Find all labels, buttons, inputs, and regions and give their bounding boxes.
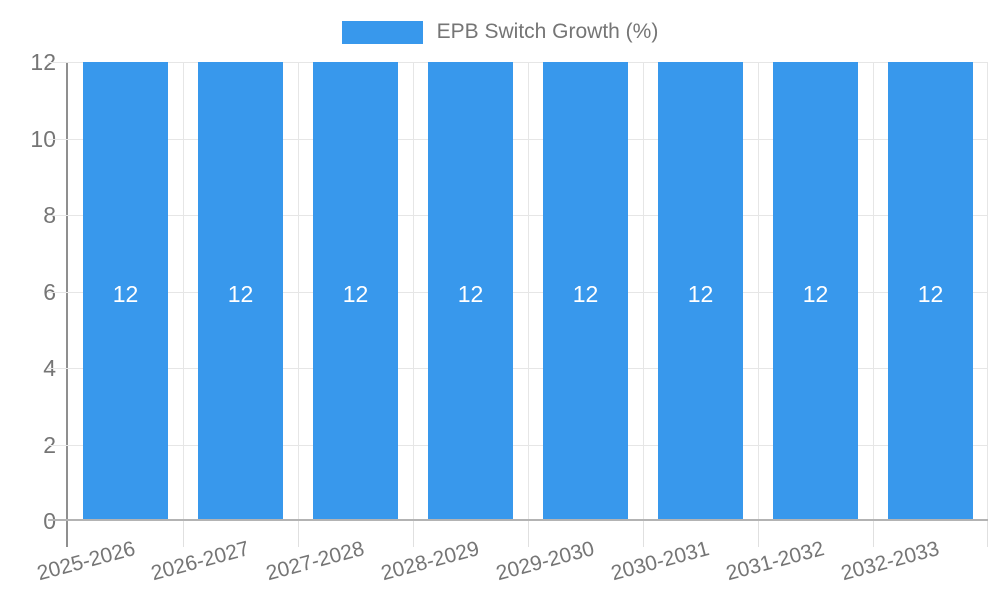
bar-value-label: 12 bbox=[802, 281, 829, 307]
x-tick bbox=[643, 521, 644, 547]
bar-value-label: 12 bbox=[572, 281, 599, 307]
y-tick bbox=[48, 292, 68, 293]
bar: 12 bbox=[428, 62, 513, 519]
gridline bbox=[528, 62, 529, 521]
bar: 12 bbox=[313, 62, 398, 519]
x-tick bbox=[873, 521, 874, 547]
gridline bbox=[987, 62, 988, 521]
y-axis-line bbox=[66, 62, 68, 547]
y-tick bbox=[48, 62, 68, 63]
bar: 12 bbox=[198, 62, 283, 519]
bar-value-label: 12 bbox=[687, 281, 714, 307]
x-tick bbox=[987, 521, 988, 547]
legend-label: EPB Switch Growth (%) bbox=[436, 20, 659, 43]
gridline bbox=[413, 62, 414, 521]
x-tick bbox=[413, 521, 414, 547]
chart-legend: EPB Switch Growth (%) bbox=[0, 20, 1000, 44]
bar-value-label: 12 bbox=[227, 281, 254, 307]
bar: 12 bbox=[888, 62, 973, 519]
bar: 12 bbox=[658, 62, 743, 519]
plot-area: 12 12 12 12 12 12 12 12 bbox=[48, 62, 988, 547]
bar-value-label: 12 bbox=[112, 281, 139, 307]
gridline bbox=[298, 62, 299, 521]
y-tick bbox=[48, 215, 68, 216]
bar: 12 bbox=[83, 62, 168, 519]
gridline bbox=[183, 62, 184, 521]
y-tick bbox=[48, 445, 68, 446]
gridline bbox=[643, 62, 644, 521]
legend-item[interactable]: EPB Switch Growth (%) bbox=[341, 20, 659, 44]
gridline bbox=[758, 62, 759, 521]
bar-value-label: 12 bbox=[457, 281, 484, 307]
x-tick bbox=[528, 521, 529, 547]
x-tick bbox=[758, 521, 759, 547]
x-axis-line bbox=[48, 519, 988, 521]
legend-swatch-icon bbox=[341, 20, 423, 44]
y-tick-label: 0 bbox=[43, 508, 56, 534]
x-tick bbox=[298, 521, 299, 547]
y-tick bbox=[48, 368, 68, 369]
bar-value-label: 12 bbox=[342, 281, 369, 307]
gridline bbox=[873, 62, 874, 521]
x-tick bbox=[183, 521, 184, 547]
bar: 12 bbox=[773, 62, 858, 519]
y-tick bbox=[48, 139, 68, 140]
bar: 12 bbox=[543, 62, 628, 519]
bar-value-label: 12 bbox=[917, 281, 944, 307]
